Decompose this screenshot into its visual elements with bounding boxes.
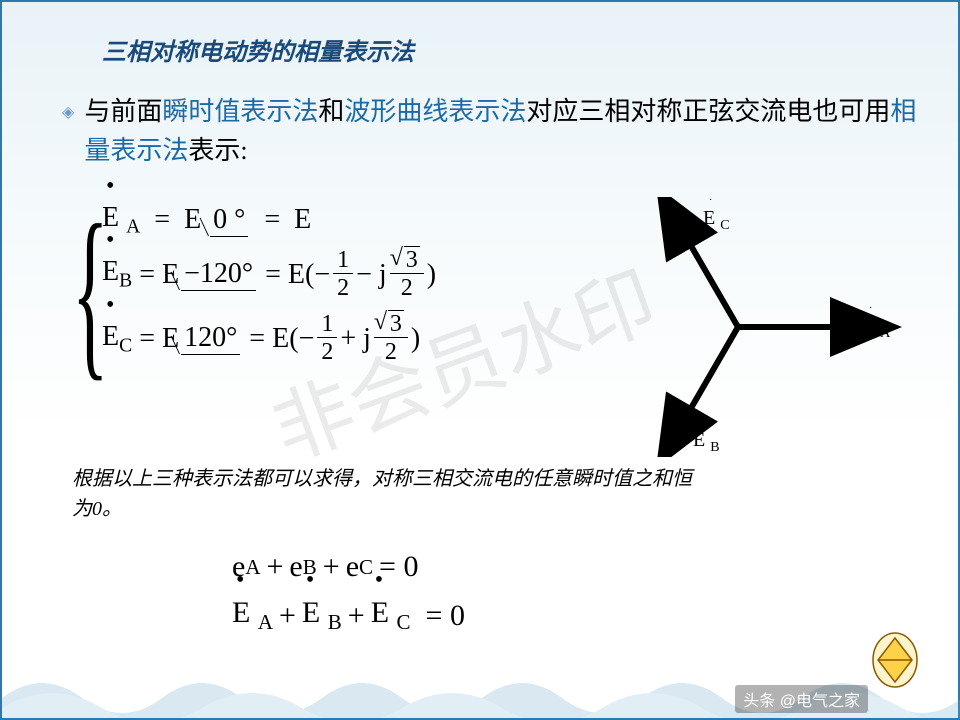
pE2: •E B xyxy=(302,596,342,635)
E-val2: E xyxy=(288,259,305,291)
label-EB: ·E B xyxy=(693,429,720,456)
E-mag: E xyxy=(184,204,201,236)
arrow-EC xyxy=(683,232,738,327)
p3: + xyxy=(279,599,296,633)
angle-B: −120° xyxy=(181,258,256,291)
eq-line-A: •E A = E 0 ° = E xyxy=(102,202,512,239)
frac-sqrt3b: 32 xyxy=(374,311,408,367)
sA: A xyxy=(245,555,260,580)
sub-B: B xyxy=(119,271,132,292)
equation-block: { •E A = E 0 ° = E •EB = E−120° = E(−12−… xyxy=(72,202,512,375)
eq-sym2: = xyxy=(264,204,280,236)
bullet-paragraph: ◈ 与前面瞬时值表示法和波形曲线表示法对应三相对称正弦交流电也可用相量表示法表示… xyxy=(62,92,918,170)
e2: e xyxy=(289,550,302,584)
p2: + xyxy=(323,550,340,584)
angle-A: 0 ° xyxy=(210,204,248,237)
sub-C: C xyxy=(119,335,132,356)
equation-column: •E A = E 0 ° = E •EB = E−120° = E(−12− j… xyxy=(102,202,512,367)
bullet-marker: ◈ xyxy=(62,102,74,122)
nav-diamond-icon xyxy=(872,632,918,688)
phasor-EB: •EB xyxy=(102,256,132,293)
e3: e xyxy=(346,550,359,584)
frac-sqrt3: 32 xyxy=(390,247,424,303)
bullet-pre: 与前面 xyxy=(84,97,162,126)
j2: j xyxy=(363,323,371,355)
frac-half2: 12 xyxy=(317,311,337,367)
phasor-diagram: ·E A ·E B ·E C xyxy=(608,197,908,457)
nav-button[interactable] xyxy=(872,632,918,688)
eq-sym6: = xyxy=(249,323,265,355)
phasor-EC: •EC xyxy=(102,321,132,358)
eq-line-C: •EC = E120° = E(−12+ j32) xyxy=(102,311,512,367)
j1: j xyxy=(379,259,387,291)
slide-title: 三相对称电动势的相量表示法 xyxy=(102,32,414,67)
bullet-post: 表示: xyxy=(188,136,247,165)
eq02: = 0 xyxy=(426,599,465,633)
eq-sym3: = xyxy=(139,259,155,291)
sC: C xyxy=(359,555,373,580)
E-val: E xyxy=(294,204,311,236)
bullet-mid1: 和 xyxy=(318,97,344,126)
frac-half: 12 xyxy=(333,247,353,303)
label-EA: ·E A xyxy=(863,315,890,342)
note-text: 根据以上三种表示法都可以求得，对称三相交流电的任意瞬时值之和恒为0。 xyxy=(72,464,708,524)
angle-C: 120° xyxy=(181,322,240,355)
bullet-mid2: 对应三相对称正弦交流电也可用 xyxy=(526,97,890,126)
E-val3: E xyxy=(272,323,289,355)
sum-instantaneous: eA + eB + eC = 0 xyxy=(232,550,465,584)
sum-equations: eA + eB + eC = 0 •E A + •E B + •E C = 0 xyxy=(232,550,465,647)
bullet-hl1: 瞬时值表示法 xyxy=(162,97,318,126)
sum-phasor: •E A + •E B + •E C = 0 xyxy=(232,596,465,635)
bullet-hl2: 波形曲线表示法 xyxy=(344,97,526,126)
label-EC: ·E C xyxy=(703,207,730,234)
p4: + xyxy=(348,599,365,633)
eq-sym4: = xyxy=(265,259,281,291)
p1: + xyxy=(267,550,284,584)
bullet-text: 与前面瞬时值表示法和波形曲线表示法对应三相对称正弦交流电也可用相量表示法表示: xyxy=(84,92,918,170)
eq-line-B: •EB = E−120° = E(−12− j32) xyxy=(102,247,512,303)
eq-sym: = xyxy=(154,204,170,236)
arrow-EB xyxy=(683,327,738,422)
eq01: = 0 xyxy=(379,550,418,584)
pE3: •E C xyxy=(371,596,411,635)
attribution-text: 头条 @电气之家 xyxy=(735,685,868,713)
pE1: •E A xyxy=(232,596,273,635)
sub-A: A xyxy=(126,217,140,238)
eq-sym5: = xyxy=(139,323,155,355)
